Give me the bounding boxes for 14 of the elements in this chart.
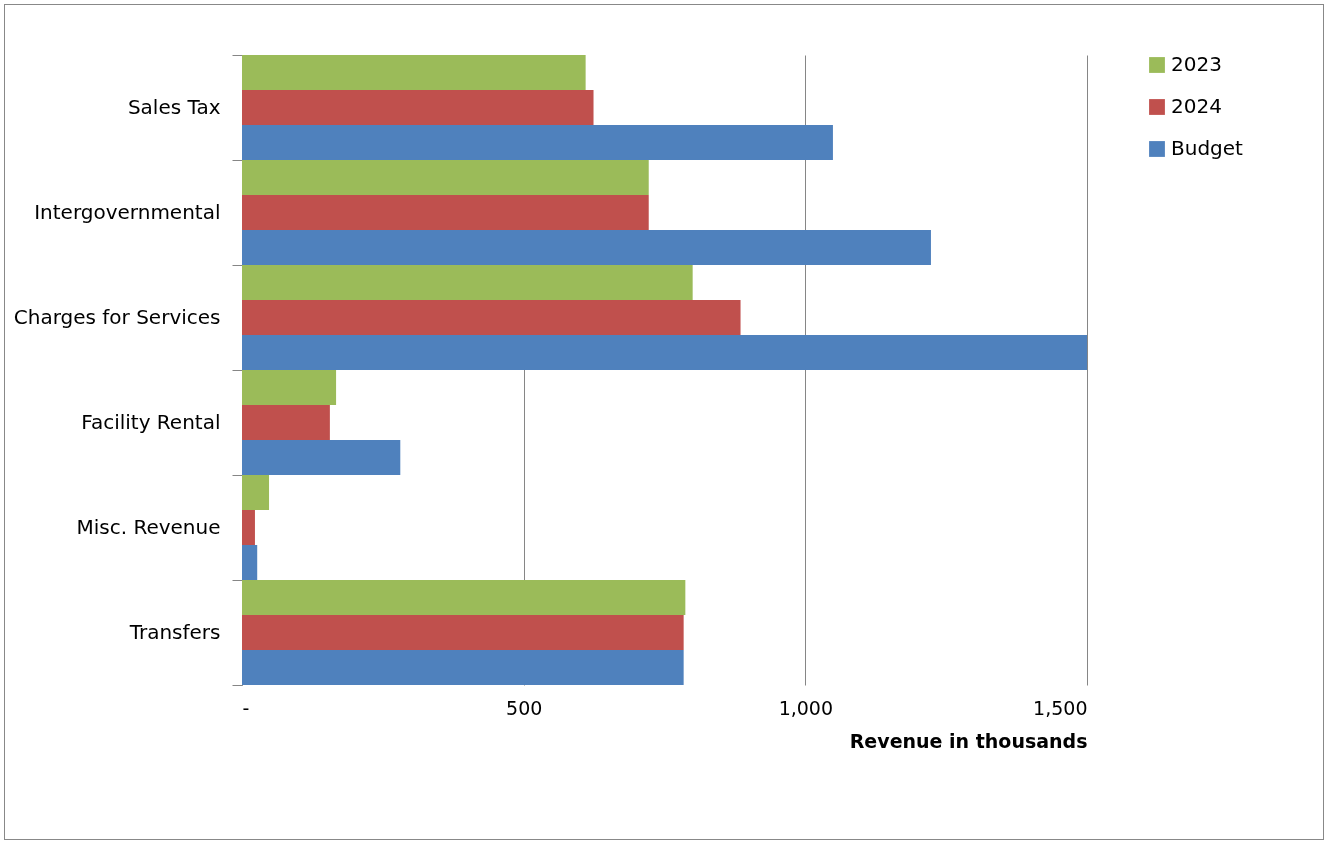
x-tick-label: 1,500 [1033, 696, 1088, 719]
legend-label: Budget [1171, 136, 1244, 160]
y-tick-label: Transfers [128, 620, 221, 644]
y-tick-label: Charges for Services [13, 305, 221, 329]
legend-label: 2024 [1171, 94, 1222, 118]
x-tick-label: 500 [506, 696, 543, 719]
y-tick-label: Facility Rental [81, 410, 221, 434]
x-tick-label: 1,000 [778, 696, 834, 719]
legend-label: 2023 [1171, 52, 1222, 76]
x-axis-title: Revenue in thousands [849, 729, 1088, 752]
x-tick-label: - [242, 696, 250, 719]
y-tick-label: Misc. Revenue [76, 515, 221, 539]
y-tick-label: Sales Tax [127, 95, 221, 119]
y-tick-label: Intergovernmental [34, 200, 221, 224]
